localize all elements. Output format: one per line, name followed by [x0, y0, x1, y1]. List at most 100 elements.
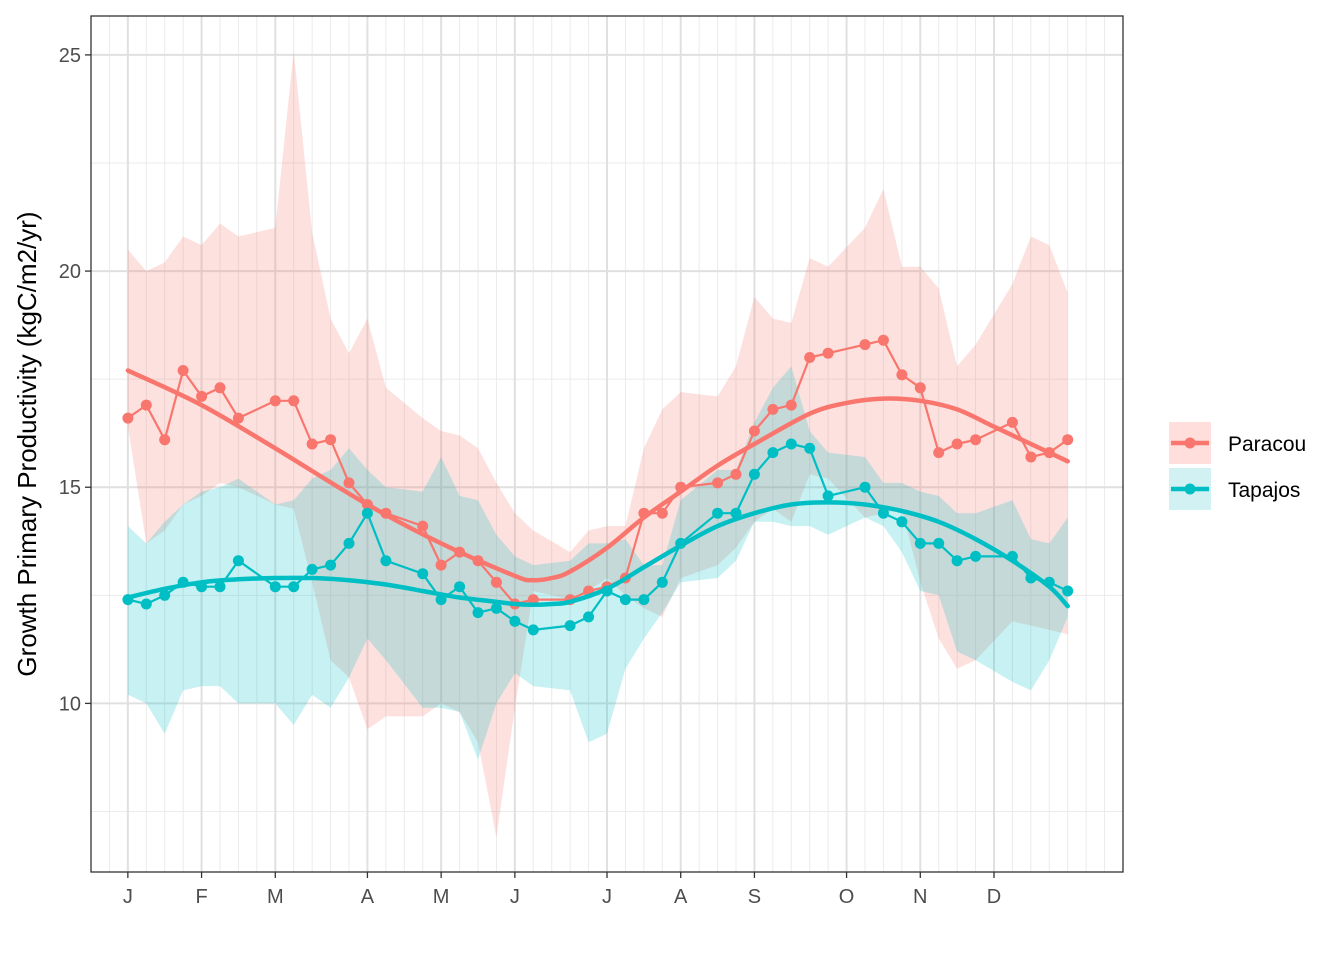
confidence-band-tapajos: [127, 366, 1068, 760]
x-tick-label: M: [433, 886, 450, 908]
y-tick-label: 20: [59, 261, 81, 283]
series-line-paracou: [127, 339, 1069, 606]
y-axis-title: Growth Primary Productivity (kgC/m2/yr): [12, 211, 42, 676]
data-point-tapajos: [527, 624, 539, 636]
data-point-paracou: [730, 468, 742, 480]
data-point-paracou: [822, 347, 834, 359]
data-point-paracou: [933, 447, 945, 459]
data-point-paracou: [804, 352, 816, 363]
data-point-paracou: [785, 399, 797, 411]
data-point-tapajos: [877, 507, 889, 519]
data-point-paracou: [159, 434, 171, 446]
data-point-tapajos: [822, 490, 834, 502]
data-point-paracou: [490, 576, 502, 588]
data-point-tapajos: [748, 468, 760, 480]
data-point-paracou: [767, 403, 779, 415]
data-point-tapajos: [859, 481, 871, 493]
data-point-tapajos: [288, 581, 300, 593]
data-point-paracou: [1006, 416, 1018, 428]
data-point-paracou: [232, 412, 244, 424]
data-point-paracou: [196, 390, 208, 402]
data-point-paracou: [896, 369, 908, 381]
confidence-band-paracou: [127, 50, 1068, 838]
data-point-tapajos: [638, 594, 650, 606]
data-point-paracou: [269, 395, 281, 407]
data-point-tapajos: [214, 581, 226, 593]
data-point-tapajos: [490, 602, 502, 614]
data-point-paracou: [859, 339, 871, 351]
data-point-tapajos: [767, 447, 779, 459]
data-point-tapajos: [232, 555, 244, 567]
data-point-tapajos: [380, 555, 392, 567]
data-point-tapajos: [619, 594, 631, 606]
y-axis: 10 15 20 25: [59, 45, 91, 715]
y-tick-label: 10: [59, 693, 81, 715]
x-tick-label: S: [748, 886, 761, 908]
smooth-curves: [125, 368, 1070, 609]
data-point-paracou: [435, 559, 447, 571]
legend-label-paracou: Paracou: [1228, 433, 1306, 456]
data-point-tapajos: [933, 537, 945, 549]
series-line-tapajos: [127, 442, 1069, 632]
legend-label-tapajos: Tapajos: [1228, 479, 1300, 502]
data-point-paracou: [970, 434, 982, 446]
data-point-paracou: [877, 334, 889, 346]
data-point-tapajos: [140, 598, 152, 610]
data-point-tapajos: [269, 581, 281, 593]
data-point-tapajos: [914, 537, 926, 549]
legend-point-tapajos: [1184, 483, 1196, 495]
x-tick-label: D: [987, 886, 1001, 908]
data-point-tapajos: [712, 507, 724, 519]
data-point-tapajos: [361, 507, 373, 519]
data-point-tapajos: [804, 442, 816, 454]
x-tick-label: A: [674, 886, 688, 908]
smooth-curve-paracou: [125, 368, 1070, 583]
data-point-tapajos: [417, 568, 429, 580]
data-point-paracou: [343, 477, 355, 489]
data-point-paracou: [306, 438, 318, 450]
data-point-tapajos: [472, 607, 484, 619]
x-tick-label: A: [361, 886, 375, 908]
data-point-tapajos: [1062, 585, 1074, 597]
x-tick-label: M: [267, 886, 284, 908]
x-tick-label: O: [839, 886, 855, 908]
data-point-paracou: [214, 382, 226, 394]
data-point-tapajos: [564, 620, 576, 632]
data-point-tapajos: [656, 576, 668, 588]
legend-point-paracou: [1184, 437, 1196, 449]
smooth-curve-tapajos: [125, 500, 1070, 609]
x-tick-label: F: [195, 886, 207, 908]
data-point-paracou: [1062, 434, 1074, 446]
data-point-paracou: [712, 477, 724, 489]
data-point-tapajos: [785, 438, 797, 450]
x-tick-label: J: [123, 886, 133, 908]
y-tick-label: 15: [59, 477, 81, 499]
data-point-tapajos: [970, 550, 982, 562]
data-point-tapajos: [454, 581, 466, 593]
data-point-tapajos: [325, 559, 337, 571]
data-point-paracou: [122, 412, 134, 424]
data-point-paracou: [951, 438, 963, 450]
data-point-paracou: [527, 594, 539, 606]
data-point-tapajos: [896, 516, 908, 528]
data-point-paracou: [914, 382, 926, 394]
confidence-bands: [127, 50, 1068, 838]
data-point-paracou: [748, 425, 760, 437]
data-point-paracou: [417, 520, 429, 532]
data-point-paracou: [140, 399, 152, 411]
data-point-paracou: [288, 395, 300, 407]
data-point-tapajos: [509, 615, 521, 627]
data-point-tapajos: [306, 563, 318, 575]
x-tick-label: J: [510, 886, 520, 908]
x-tick-label: N: [913, 886, 927, 908]
data-point-paracou: [656, 507, 668, 519]
data-point-tapajos: [343, 537, 355, 549]
data-point-tapajos: [951, 555, 963, 567]
y-tick-label: 25: [59, 45, 81, 67]
data-point-paracou: [1025, 451, 1037, 463]
data-point-tapajos: [583, 611, 595, 623]
data-point-paracou: [177, 365, 189, 376]
